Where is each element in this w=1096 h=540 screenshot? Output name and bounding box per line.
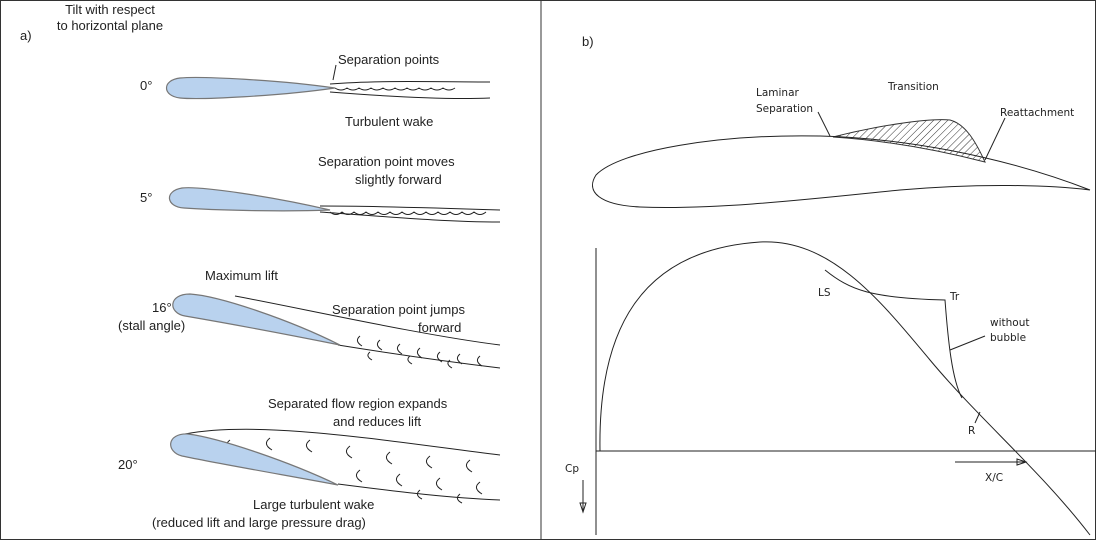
panel-label: a) (20, 28, 32, 43)
leader (975, 412, 980, 423)
label: X/C (985, 472, 1003, 484)
angle: (stall angle) (118, 318, 185, 333)
label: without (990, 317, 1029, 329)
leader (333, 65, 336, 80)
panel-label: b) (582, 34, 594, 49)
angle: 0° (140, 78, 152, 93)
panel-a: a) Tilt with respect to horizontal plane… (20, 2, 500, 530)
note: Turbulent wake (345, 114, 433, 129)
cp-curve (600, 242, 1090, 535)
label: bubble (990, 332, 1026, 344)
cp-bubble (825, 270, 962, 398)
label: Laminar (756, 87, 800, 99)
label: R (968, 425, 975, 437)
label: Cp (565, 463, 579, 475)
note: Separation point jumps (332, 302, 465, 317)
note: Separated flow region expands (268, 396, 448, 411)
airfoil (173, 294, 340, 345)
arrow (955, 459, 1026, 465)
angle: 5° (140, 190, 152, 205)
header: Tilt with respect (65, 2, 155, 17)
airfoil (167, 77, 336, 98)
header: to horizontal plane (57, 18, 163, 33)
note: Maximum lift (205, 268, 278, 283)
figure: a) Tilt with respect to horizontal plane… (0, 0, 1096, 540)
label: Separation (756, 103, 813, 115)
note: (reduced lift and large pressure drag) (152, 515, 366, 530)
wake-eddies (335, 88, 455, 90)
angle: 16° (152, 300, 172, 315)
note: forward (418, 320, 461, 335)
leader (818, 112, 830, 136)
label: Tr (949, 291, 960, 303)
leader (950, 336, 985, 350)
label: LS (818, 287, 831, 299)
airfoil-outline (593, 136, 1090, 208)
note: slightly forward (355, 172, 442, 187)
note: Separation point moves (318, 154, 455, 169)
bubble (833, 120, 985, 162)
note: and reduces lift (333, 414, 422, 429)
angle: 20° (118, 457, 138, 472)
note: Large turbulent wake (253, 497, 374, 512)
leader (985, 118, 1005, 160)
note: Separation points (338, 52, 440, 67)
label: Reattachment (1000, 107, 1074, 119)
label: Transition (887, 81, 939, 93)
airfoil (171, 434, 338, 485)
arrow (580, 480, 586, 512)
airfoil (169, 188, 330, 211)
panel-b: b) Laminar Separation Transition Reattac… (565, 34, 1096, 535)
